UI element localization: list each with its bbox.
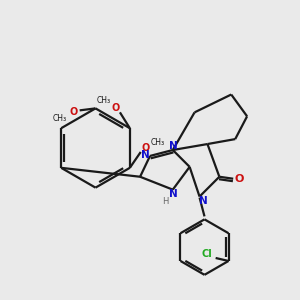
Text: CH₃: CH₃: [53, 114, 67, 123]
Text: N: N: [169, 141, 178, 151]
Text: O: O: [235, 174, 244, 184]
Text: O: O: [112, 103, 120, 113]
Text: N: N: [199, 196, 208, 206]
Text: O: O: [142, 143, 150, 153]
Text: CH₃: CH₃: [151, 138, 165, 147]
Text: H: H: [162, 197, 168, 206]
Text: CH₃: CH₃: [97, 96, 111, 105]
Text: O: O: [70, 107, 78, 117]
Text: N: N: [141, 150, 149, 160]
Text: N: N: [169, 189, 178, 199]
Text: Cl: Cl: [201, 249, 212, 259]
